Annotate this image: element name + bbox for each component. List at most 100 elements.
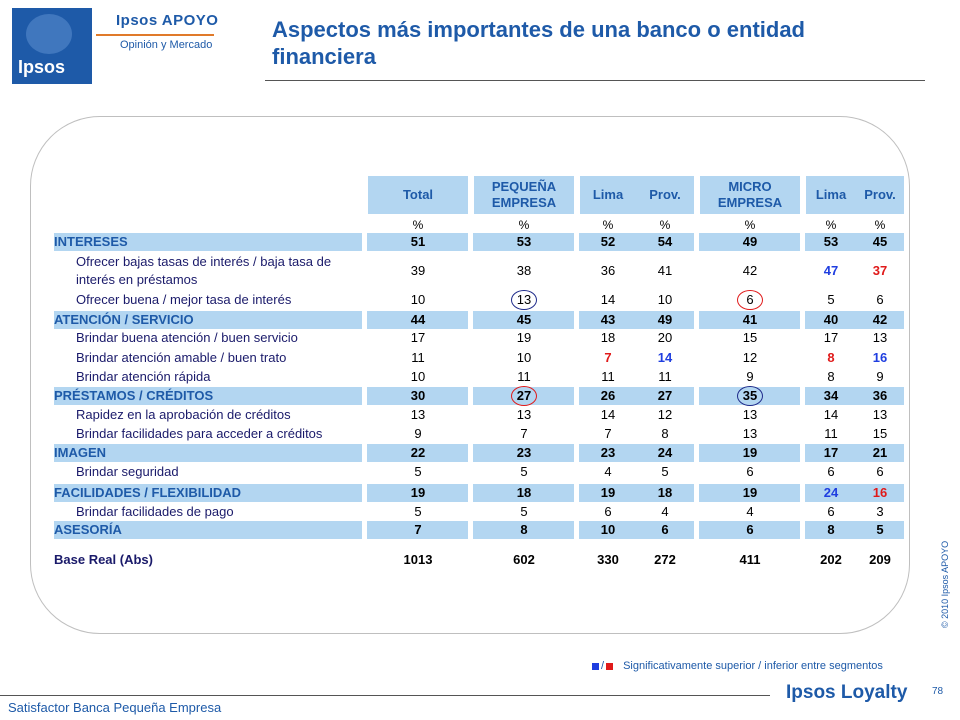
table-cell: 51 <box>410 234 426 249</box>
row-separator <box>468 311 473 329</box>
table-cell: 16 <box>872 350 888 365</box>
table-cell: 11 <box>658 369 672 384</box>
col-prov-pe: Prov. <box>636 176 694 214</box>
row-separator <box>800 311 805 329</box>
table-cell: 13 <box>742 426 758 441</box>
table-cell: 14 <box>600 292 616 307</box>
table-cell: 10 <box>600 522 616 537</box>
table-cell: 54 <box>657 234 673 249</box>
base-row: Base Real (Abs) 1013 602 330 272 411 202 209 <box>54 552 904 570</box>
table-cell: 23 <box>600 445 616 460</box>
table-cell: 11 <box>411 350 425 365</box>
row-separator <box>468 387 473 405</box>
base-cell: 1013 <box>403 552 433 567</box>
row-separator <box>362 233 367 251</box>
table-cell: 44 <box>410 312 426 327</box>
table-cell: 9 <box>876 369 884 384</box>
table-cell: 8 <box>520 522 528 537</box>
table-cell: 9 <box>414 426 422 441</box>
category-row: INTERESES 51 53 52 54 49 53 45 <box>54 233 904 251</box>
table-cell: 23 <box>516 445 532 460</box>
table-cell: 41 <box>742 312 758 327</box>
table-cell: 5 <box>414 464 422 479</box>
table-cell: 10 <box>410 369 426 384</box>
table-cell: 14 <box>657 350 673 365</box>
row-label: ASESORÍA <box>54 522 122 537</box>
base-cell: 330 <box>597 552 619 567</box>
table-row: Ofrecer buena / mejor tasa de interés 10 1… <box>54 291 904 309</box>
table-cell: 14 <box>823 407 839 422</box>
legend-sep: / <box>601 660 605 672</box>
percent-cell: % <box>825 218 837 232</box>
table-row: Brindar facilidades para acceder a crédi… <box>54 425 904 443</box>
table-cell: 4 <box>746 504 754 519</box>
table-row: Brindar facilidades de pago 5 5 6 4 4 6 3 <box>54 503 904 521</box>
table-cell: 49 <box>657 312 673 327</box>
table-cell: 17 <box>823 330 839 345</box>
table-cell: 42 <box>742 263 758 278</box>
footer-text: Satisfactor Banca Pequeña Empresa <box>8 700 222 715</box>
row-label: Ofrecer buena / mejor tasa de interés <box>76 292 292 307</box>
table-cell: 8 <box>827 522 835 537</box>
brand-subtitle: Opinión y Mercado <box>120 39 213 51</box>
base-cell: 602 <box>513 552 535 567</box>
table-cell: 6 <box>876 464 884 479</box>
logo-face-icon <box>26 14 72 54</box>
percent-cell: % <box>659 218 671 232</box>
table-cell: 15 <box>872 426 888 441</box>
row-separator <box>800 484 805 502</box>
table-cell: 12 <box>742 350 758 365</box>
table-cell: 19 <box>410 485 426 500</box>
table-cell: 19 <box>742 445 758 460</box>
table-cell: 20 <box>657 330 673 345</box>
table-cell: 53 <box>516 234 532 249</box>
footer-divider <box>0 695 770 696</box>
table-cell: 6 <box>827 504 835 519</box>
base-cell: 272 <box>654 552 676 567</box>
table-cell: 7 <box>604 350 612 365</box>
table-cell: 36 <box>600 263 616 278</box>
row-separator <box>574 444 579 462</box>
table-cell: 5 <box>827 292 835 307</box>
row-separator <box>468 484 473 502</box>
row-label: Brindar facilidades para acceder a crédi… <box>76 426 323 441</box>
table-cell: 11 <box>517 369 531 384</box>
table-cell: 52 <box>600 234 616 249</box>
row-separator <box>362 444 367 462</box>
table-row: Brindar atención rápida 10 11 11 11 9 8 9 <box>54 368 904 386</box>
table-cell: 13 <box>872 330 888 345</box>
table-cell: 10 <box>410 292 426 307</box>
row-separator <box>800 387 805 405</box>
legend: / Significativamente superior / inferior… <box>592 660 883 672</box>
table-cell: 13 <box>872 407 888 422</box>
row-label: PRÉSTAMOS / CRÉDITOS <box>54 388 214 403</box>
row-label: INTERESES <box>54 234 128 249</box>
table-cell: 19 <box>600 485 616 500</box>
table-cell: 5 <box>876 522 884 537</box>
table-cell: 5 <box>414 504 422 519</box>
brand-name: Ipsos APOYO <box>116 12 219 29</box>
table-cell: 6 <box>604 504 612 519</box>
col-prov-me: Prov. <box>856 176 904 214</box>
table-cell: 6 <box>746 522 754 537</box>
row-label: Brindar buena atención / buen servicio <box>76 330 298 345</box>
table-cell: 6 <box>661 522 669 537</box>
table-cell: 6 <box>746 464 754 479</box>
row-separator <box>362 484 367 502</box>
highlight-circle <box>511 290 537 310</box>
row-separator <box>574 233 579 251</box>
table-cell: 7 <box>414 522 422 537</box>
table-cell: 43 <box>600 312 616 327</box>
base-cell: 411 <box>739 552 761 567</box>
table-cell: 45 <box>872 234 888 249</box>
row-label: Brindar facilidades de pago <box>76 504 234 519</box>
row-label: IMAGEN <box>54 445 106 460</box>
row-separator <box>800 521 805 539</box>
table-row: Brindar buena atención / buen servicio 17… <box>54 329 904 347</box>
table-cell: 27 <box>657 388 673 403</box>
table-cell: 38 <box>516 263 532 278</box>
table-cell: 7 <box>520 426 528 441</box>
table-cell: 37 <box>872 263 888 278</box>
table-cell: 36 <box>872 388 888 403</box>
row-separator <box>694 521 699 539</box>
